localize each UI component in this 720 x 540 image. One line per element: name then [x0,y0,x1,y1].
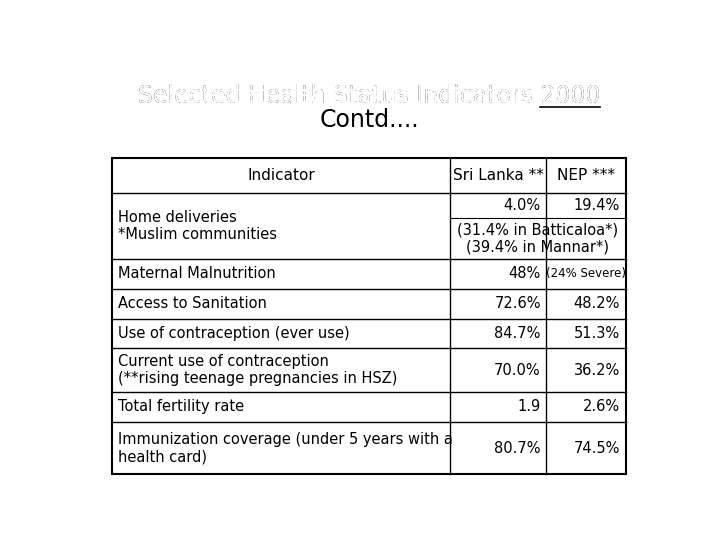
Text: Sri Lanka **: Sri Lanka ** [453,168,544,183]
Text: NEP ***: NEP *** [557,168,615,183]
Text: 2.6%: 2.6% [583,399,620,414]
Text: Current use of contraception
(**rising teenage pregnancies in HSZ): Current use of contraception (**rising t… [118,354,397,387]
Text: 80.7%: 80.7% [495,441,541,456]
Bar [112,158,626,474]
Text: 74.5%: 74.5% [574,441,620,456]
Text: Selected Health Status Indicators 2000: Selected Health Status Indicators 2000 [138,84,600,107]
Text: Maternal Malnutrition: Maternal Malnutrition [118,267,276,281]
Text: Home deliveries
*Muslim communities: Home deliveries *Muslim communities [118,210,277,242]
Text: Use of contraception (ever use): Use of contraception (ever use) [118,326,349,341]
Text: 72.6%: 72.6% [495,296,541,311]
Text: 48.2%: 48.2% [574,296,620,311]
Text: 4.0%: 4.0% [504,198,541,213]
Text: Access to Sanitation: Access to Sanitation [118,296,267,311]
Text: 1.9: 1.9 [518,399,541,414]
Text: Total fertility rate: Total fertility rate [118,399,244,414]
Text: 48%: 48% [508,267,541,281]
Text: (24% Severe): (24% Severe) [546,267,626,280]
Text: 19.4%: 19.4% [574,198,620,213]
Text: (31.4% in Batticaloa*)
(39.4% in Mannar*): (31.4% in Batticaloa*) (39.4% in Mannar*… [457,222,618,255]
Text: Immunization coverage (under 5 years with a
health card): Immunization coverage (under 5 years wit… [118,432,453,464]
Text: Selected Health Status Indicators: Selected Health Status Indicators [168,84,570,107]
Text: Selected Health Status Indicators 2000: Selected Health Status Indicators 2000 [138,84,600,107]
Text: Contd....: Contd.... [319,109,419,132]
Text: 70.0%: 70.0% [494,363,541,377]
Text: 36.2%: 36.2% [574,363,620,377]
Text: 84.7%: 84.7% [495,326,541,341]
Text: 51.3%: 51.3% [574,326,620,341]
Text: Indicator: Indicator [247,168,315,183]
